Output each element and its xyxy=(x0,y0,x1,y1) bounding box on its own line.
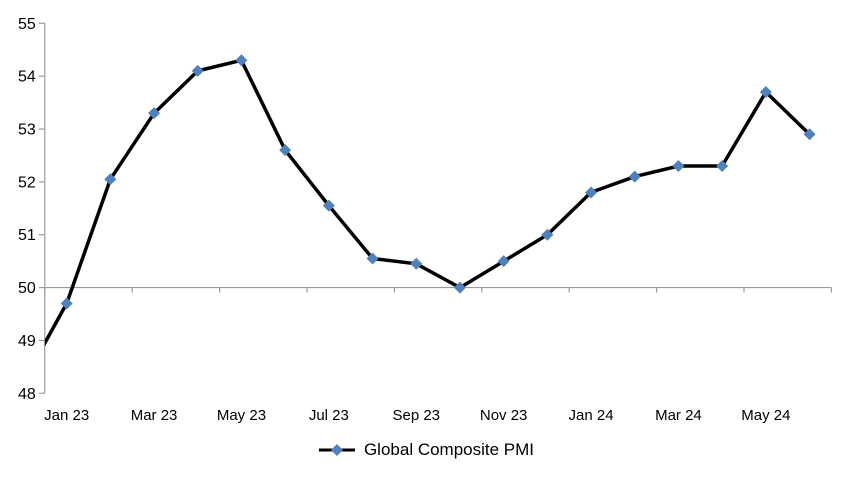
data-point-marker-oct-23 xyxy=(453,281,466,294)
data-point-marker-jan-24 xyxy=(585,186,598,199)
data-point-marker-jun-23 xyxy=(279,144,292,157)
y-tick-label: 55 xyxy=(18,16,36,33)
chart-legend: Global Composite PMI xyxy=(318,440,534,460)
data-point-marker-may-23 xyxy=(235,54,248,67)
x-tick-label: Mar 24 xyxy=(655,407,702,424)
x-tick-label: May 23 xyxy=(217,407,266,424)
x-tick-label: May 24 xyxy=(741,407,790,424)
data-point-marker-mar-24 xyxy=(672,160,685,173)
data-point-marker-feb-24 xyxy=(628,170,641,183)
legend-line-marker-icon xyxy=(318,444,355,456)
x-tick-label: Mar 23 xyxy=(131,407,178,424)
data-point-marker-dec-23 xyxy=(541,228,554,241)
data-point-marker-apr-23 xyxy=(191,64,204,77)
data-point-marker-sep-23 xyxy=(410,257,423,270)
pmi-series-line xyxy=(44,58,811,347)
data-point-marker-nov-23 xyxy=(497,255,510,268)
legend-label: Global Composite PMI xyxy=(363,440,535,459)
data-point-marker-jun-24 xyxy=(803,128,816,141)
data-point-marker-jul-23 xyxy=(322,199,335,212)
data-point-marker-aug-23 xyxy=(366,252,379,265)
y-tick-label: 52 xyxy=(18,174,36,191)
x-tick-label: Jan 23 xyxy=(44,407,89,424)
data-point-marker-mar-23 xyxy=(148,107,161,120)
x-tick-label: Jul 23 xyxy=(309,407,349,424)
data-point-marker-feb-23 xyxy=(104,173,117,186)
data-point-marker-may-24 xyxy=(759,86,772,99)
x-tick-label: Sep 23 xyxy=(392,407,440,424)
y-tick-label: 53 xyxy=(18,122,36,139)
data-point-marker-apr-24 xyxy=(716,160,729,173)
y-tick-label: 54 xyxy=(18,69,36,86)
y-tick-label: 49 xyxy=(18,333,36,350)
y-tick-label: 51 xyxy=(18,227,36,244)
data-point-marker-jan-23 xyxy=(60,297,73,310)
y-tick-label: 48 xyxy=(18,386,36,403)
x-tick-label: Jan 24 xyxy=(569,407,614,424)
y-tick-label: 50 xyxy=(18,280,36,297)
x-tick-label: Nov 23 xyxy=(480,407,528,424)
